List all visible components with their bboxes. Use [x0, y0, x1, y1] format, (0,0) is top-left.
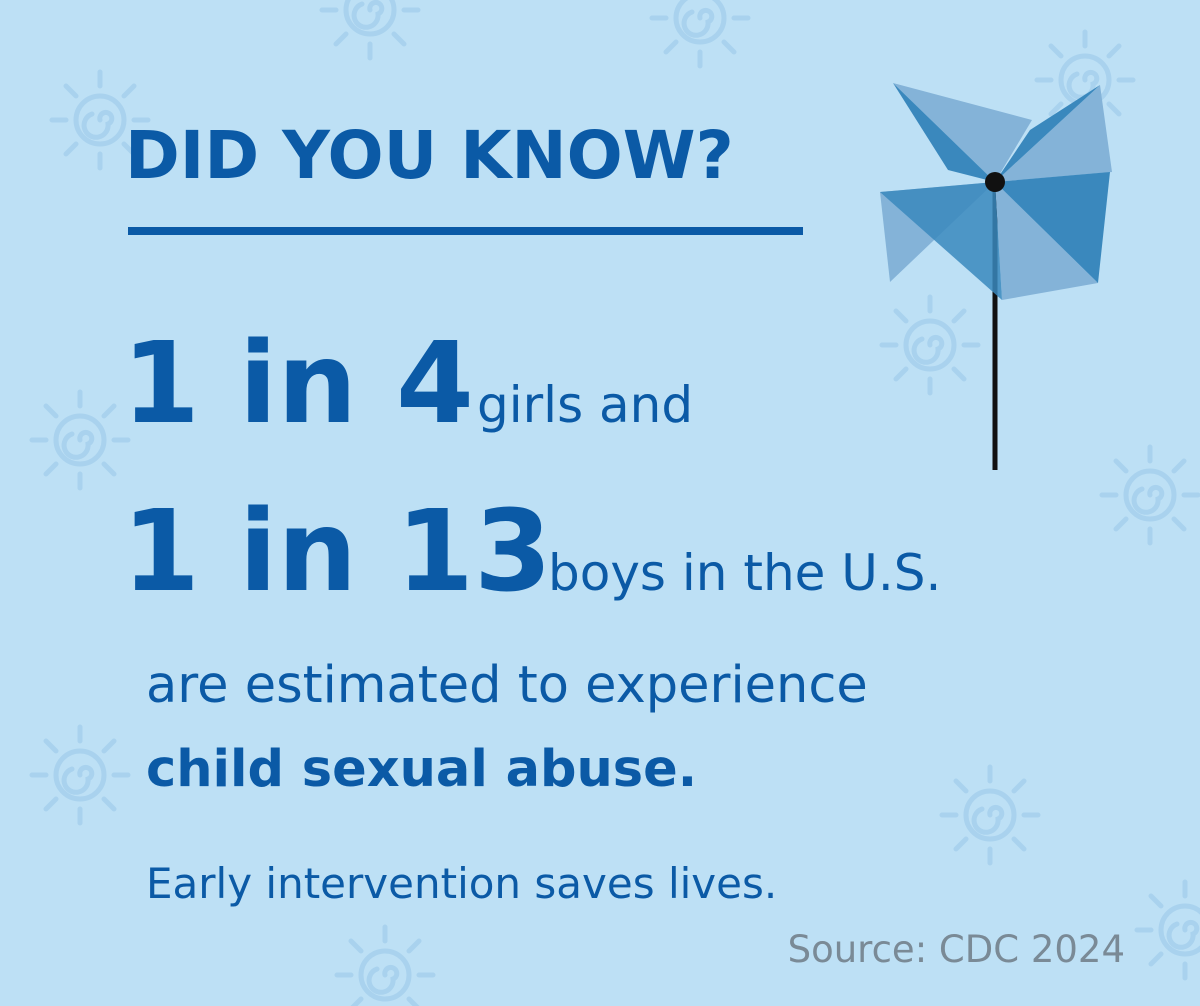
title: DID YOU KNOW?: [125, 117, 734, 194]
source: Source: CDC 2024: [788, 928, 1125, 971]
pinwheel: [880, 83, 1112, 470]
divider: [128, 227, 803, 235]
stat-text: girls and: [477, 376, 693, 434]
statement: are estimated to experience: [146, 656, 868, 715]
stat-text: boys in the U.S.: [548, 544, 941, 602]
stat-figure: 1 in 4: [122, 319, 474, 449]
stat-figure: 1 in 13: [122, 487, 552, 617]
emphasis: child sexual abuse.: [146, 740, 697, 799]
tagline: Early intervention saves lives.: [146, 859, 777, 908]
